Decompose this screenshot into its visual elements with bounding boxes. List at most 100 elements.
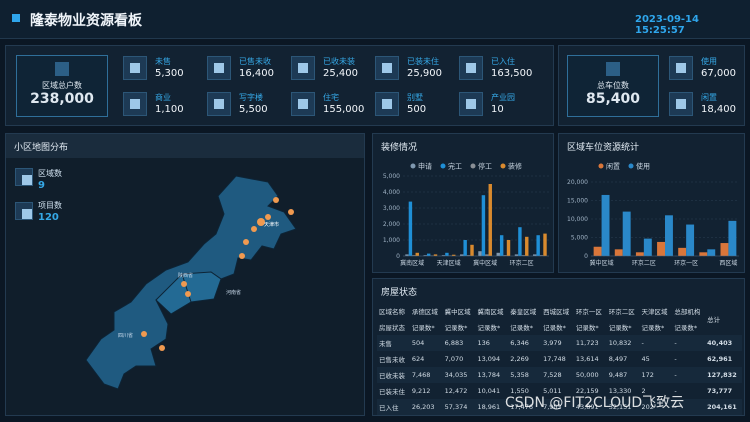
map-head [6, 134, 364, 158]
legend-label: 闲置 [606, 162, 620, 171]
kpi-value: 1,100 [155, 104, 184, 115]
kpi-value: 500 [407, 104, 427, 115]
table-cell: 9,212 [411, 387, 431, 395]
table-cell: 6,346 [510, 339, 529, 347]
bar [593, 246, 602, 256]
chart: 申请 完工 停工 装修 0 1,000 2,000 3,000 4,000 5,000 冀南区域 天津… [383, 162, 549, 267]
bar [728, 220, 737, 256]
kpi-value: 18,400 [701, 104, 736, 115]
table-cell: 73,777 [707, 387, 733, 395]
bar [720, 243, 729, 256]
kpi-icon [459, 56, 483, 80]
kpi-label: 已入住 [491, 57, 515, 66]
kpi-icon [123, 92, 147, 116]
table-cell: - [641, 339, 644, 347]
table-cell: 2,269 [510, 355, 529, 363]
column-header: 总计 [707, 316, 721, 324]
kpi-icon [123, 56, 147, 80]
table: 区域名称 承德区域 冀中区域 冀南区域 秦皇区域 西城区域 环京一区 环京二区 天津区域 总部机构… [377, 303, 742, 415]
y-tick-label: 0 [584, 253, 588, 260]
table-row: 已入住 26,203 57,374 18,961 17,476 7,903 43,891 32… [377, 399, 742, 415]
table-cell: 18,961 [477, 403, 501, 411]
column-subheader: 记录数* [477, 324, 501, 332]
bar [441, 255, 446, 256]
kpi-label: 住宅 [323, 93, 339, 102]
y-tick-label: 20,000 [567, 179, 588, 186]
table-cell: 32,151 [608, 403, 632, 411]
column-subheader: 记录数* [608, 324, 632, 332]
table-cell: 45 [641, 355, 650, 363]
column-subheader: 记录数* [444, 324, 468, 332]
table-cell: - [674, 355, 677, 363]
table-cell: 5,011 [543, 387, 562, 395]
table-cell: 已入住 [379, 404, 399, 412]
table-cell: 40,403 [707, 339, 733, 347]
kpi-icon [291, 56, 315, 80]
y-tick-label: 5,000 [571, 235, 588, 242]
kpi-icon [291, 92, 315, 116]
bar [478, 251, 482, 256]
column-subheader: 记录数* [575, 324, 599, 332]
column-header: 西城区域 [543, 308, 570, 316]
bar [635, 252, 644, 256]
bar [514, 254, 519, 256]
kpi-value: 25,400 [323, 68, 358, 79]
legend-marker [440, 163, 446, 169]
header-dot [12, 14, 20, 22]
column-header: 冀中区域 [444, 308, 471, 316]
column-header: 承德区域 [411, 308, 438, 316]
bar [445, 252, 449, 256]
legend-marker [598, 163, 604, 169]
parking-panel: 总车位数 85,400 使用 67,000 闲置 18,400 [558, 45, 745, 126]
stat-label: 项目数 [38, 201, 62, 210]
bar [466, 255, 471, 256]
column-header: 天津区域 [641, 308, 668, 316]
parking-total-value: 85,400 [585, 91, 641, 107]
chart: 闲置 使用 0 5,000 10,000 15,000 20,000 冀中区域 环京二区 环京一区… [567, 162, 739, 267]
table-cell: 13,094 [477, 355, 501, 363]
bar [426, 253, 431, 256]
table-cell: 57,374 [444, 403, 468, 411]
table-cell: 26,203 [411, 403, 435, 411]
bar [665, 215, 673, 256]
header-row: 房屋状态 记录数* 记录数* 记录数* 记录数* 记录数* 记录数* 记录数* 记录数* 记录数* [377, 319, 742, 335]
bar [543, 233, 547, 256]
table-cell: 6,883 [444, 339, 464, 347]
kpi-value: 25,900 [407, 68, 442, 79]
kpi-icon [459, 92, 483, 116]
stat-icon [15, 168, 33, 186]
datetime: 2023-09-14 15:25:57 [635, 14, 699, 36]
table-cell: 10,041 [477, 387, 501, 395]
legend-label: 停工 [478, 162, 492, 171]
parking-total: 总车位数 85,400 [567, 55, 659, 117]
bar [405, 254, 409, 256]
table-cell: 17,476 [510, 403, 533, 411]
column-header: 秦皇区域 [510, 308, 537, 316]
table-cell: 34,035 [444, 371, 468, 379]
map-label: 陕西省 [178, 272, 193, 279]
map-label: 天津市 [264, 221, 279, 228]
column-subheader: 记录数* [674, 324, 698, 332]
map: 天津市 陕西省 河南省 四川省 [85, 175, 297, 390]
kpi-icon [606, 62, 620, 76]
y-tick-label: 1,000 [383, 237, 400, 244]
x-tick-label: 冀中区域 [590, 259, 614, 267]
bar [485, 254, 489, 256]
kpi-icon [207, 92, 231, 116]
x-tick-label: 冀中区域 [473, 259, 497, 267]
table-cell: - [674, 387, 677, 395]
y-tick-label: 10,000 [567, 216, 588, 223]
kpi-label: 已售未收 [239, 57, 271, 66]
kpi-label: 已收未装 [323, 57, 355, 66]
map-label: 四川省 [118, 332, 133, 339]
table-row: 已售未收 624 7,070 13,094 2,269 17,748 13,614 8,497… [377, 351, 742, 367]
table-cell: 17,748 [543, 355, 566, 363]
bar [499, 235, 504, 256]
kpi-icon [375, 56, 399, 80]
table-cell: 202 [641, 403, 654, 411]
x-tick-label: 天津区域 [437, 259, 461, 267]
legend-label: 申请 [418, 162, 432, 171]
bar [481, 195, 486, 256]
map-region [85, 175, 297, 390]
table-cell: 22,159 [575, 387, 599, 395]
